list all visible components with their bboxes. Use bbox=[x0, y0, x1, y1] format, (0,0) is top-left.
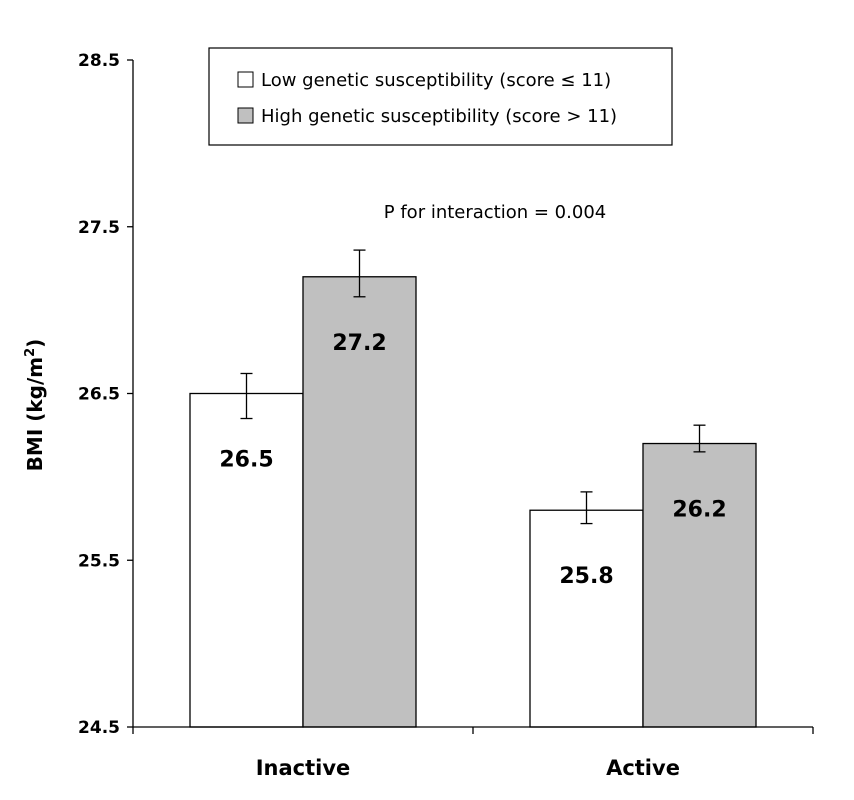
data-labels-layer: 26.5 25.8 27.2 26.2 bbox=[219, 331, 726, 589]
x-category-label-active: Active bbox=[606, 756, 680, 780]
data-label-active-high: 26.2 bbox=[672, 498, 726, 523]
bar-active-high bbox=[642, 442, 757, 728]
legend-label-low: Low genetic susceptibility (score ≤ 11) bbox=[261, 70, 611, 91]
legend-box bbox=[208, 47, 673, 146]
y-tick-label: 25.5 bbox=[78, 551, 120, 571]
bars-layer bbox=[189, 276, 757, 728]
y-tick-label: 24.5 bbox=[78, 718, 120, 738]
legend-label-high: High genetic susceptibility (score > 11) bbox=[261, 106, 617, 127]
data-label-inactive-high: 27.2 bbox=[332, 331, 386, 356]
legend-swatch-high bbox=[237, 107, 254, 124]
bar-active-low bbox=[529, 509, 644, 728]
legend: Low genetic susceptibility (score ≤ 11) … bbox=[208, 47, 673, 146]
y-axis-label-main: BMI (kg/m bbox=[23, 357, 47, 471]
x-category-label-inactive: Inactive bbox=[256, 756, 351, 780]
data-label-inactive-low: 26.5 bbox=[219, 448, 273, 473]
interaction-annotation: P for interaction = 0.004 bbox=[384, 202, 606, 223]
error-bar-inactive-low bbox=[240, 372, 253, 420]
bar-inactive-high bbox=[302, 276, 417, 728]
legend-swatch-low bbox=[237, 71, 254, 88]
error-bars-layer bbox=[240, 249, 706, 525]
data-label-active-low: 25.8 bbox=[559, 564, 613, 589]
axes-layer: 24.5 25.5 26.5 27.5 28.5 Inactive Active bbox=[78, 51, 814, 780]
y-axis-label-sup: 2 bbox=[23, 348, 38, 357]
y-axis-label-end: ) bbox=[23, 339, 47, 348]
bar-inactive-low bbox=[189, 392, 304, 728]
y-tick-label: 28.5 bbox=[78, 51, 120, 71]
error-bar-active-high bbox=[693, 424, 706, 453]
y-axis-label: BMI (kg/m2) bbox=[23, 339, 47, 472]
y-tick-label: 26.5 bbox=[78, 385, 120, 405]
y-tick-label: 27.5 bbox=[78, 218, 120, 238]
error-bar-active-low bbox=[580, 491, 593, 525]
error-bar-inactive-high bbox=[353, 249, 366, 298]
